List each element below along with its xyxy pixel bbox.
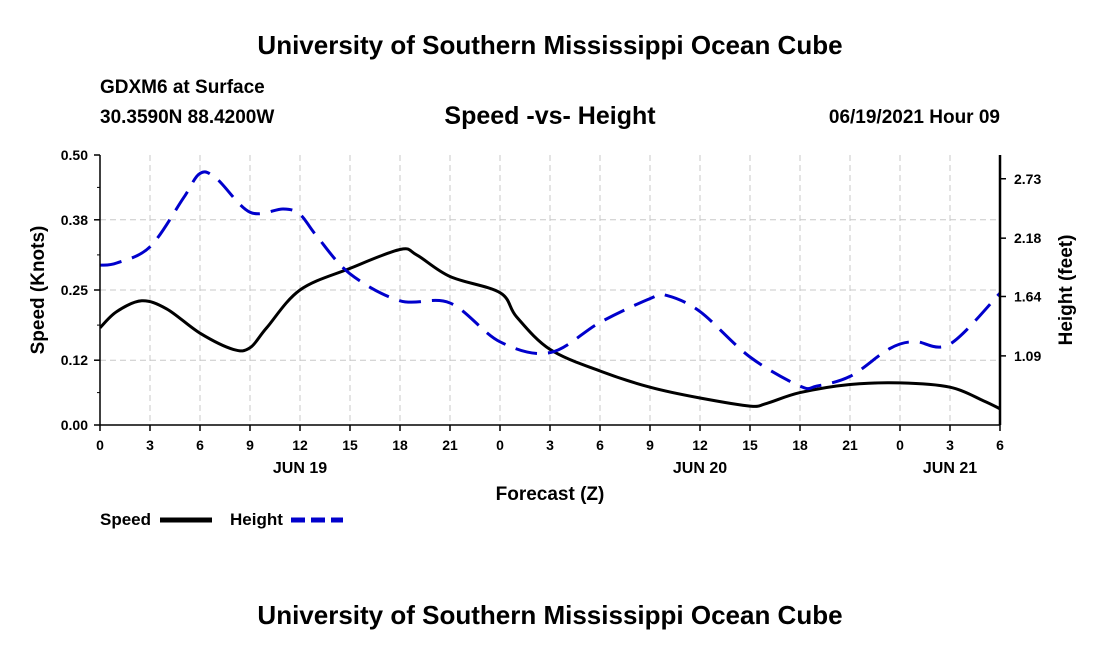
legend-speed-label: Speed — [100, 510, 151, 529]
series-line-speed — [100, 247, 1000, 411]
x-tick-label: 3 — [946, 437, 954, 453]
x-axis-label: Forecast (Z) — [496, 484, 605, 505]
y2-tick-label: 2.73 — [1014, 171, 1041, 187]
date-label: JUN 19 — [273, 460, 327, 477]
x-tick-label: 21 — [842, 437, 858, 453]
y-tick-label: 0.12 — [61, 352, 88, 368]
x-tick-label: 0 — [496, 437, 504, 453]
y2-axis-label: Height (feet) — [1056, 235, 1077, 346]
x-tick-label: 18 — [392, 437, 408, 453]
station-coords: 30.3590N 88.4200W — [100, 107, 275, 128]
x-tick-label: 21 — [442, 437, 458, 453]
x-tick-label: 6 — [596, 437, 604, 453]
y-tick-label: 0.38 — [61, 212, 88, 228]
y-axis-label: Speed (Knots) — [28, 226, 49, 355]
chart-title: Speed -vs- Height — [444, 102, 656, 130]
x-tick-label: 3 — [546, 437, 554, 453]
legend-height-label: Height — [230, 510, 283, 529]
x-tick-label: 15 — [742, 437, 758, 453]
footer-title: University of Southern Mississippi Ocean… — [257, 600, 843, 630]
series-line-height — [100, 170, 1000, 391]
x-tick-label: 6 — [996, 437, 1004, 453]
x-tick-label: 12 — [692, 437, 708, 453]
x-tick-label: 0 — [96, 437, 104, 453]
x-tick-label: 6 — [196, 437, 204, 453]
x-tick-label: 12 — [292, 437, 308, 453]
station-label: GDXM6 at Surface — [100, 77, 265, 98]
y-tick-label: 0.00 — [61, 417, 88, 433]
date-label: JUN 20 — [673, 460, 727, 477]
y2-tick-label: 1.09 — [1014, 348, 1041, 364]
y-tick-label: 0.25 — [61, 282, 88, 298]
y-tick-label: 0.50 — [61, 147, 88, 163]
x-tick-label: 18 — [792, 437, 808, 453]
y2-tick-label: 2.18 — [1014, 230, 1041, 246]
date-label: JUN 21 — [923, 460, 977, 477]
valid-time: 06/19/2021 Hour 09 — [828, 107, 1000, 128]
x-tick-label: 0 — [896, 437, 904, 453]
x-tick-label: 3 — [146, 437, 154, 453]
y2-tick-label: 1.64 — [1014, 288, 1041, 304]
x-tick-label: 15 — [342, 437, 358, 453]
page-title: University of Southern Mississippi Ocean… — [257, 30, 843, 60]
x-tick-label: 9 — [646, 437, 654, 453]
x-tick-label: 9 — [246, 437, 254, 453]
